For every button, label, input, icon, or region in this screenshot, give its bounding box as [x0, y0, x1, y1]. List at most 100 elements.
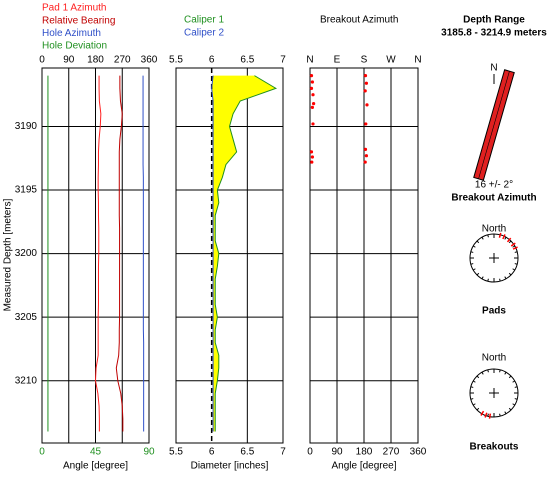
breakout-point	[309, 150, 314, 154]
compass-tick	[481, 276, 484, 280]
compass-tick	[487, 278, 489, 282]
y-tick-label: 3195	[15, 185, 38, 196]
legend-label: Pad 1 Azimuth	[42, 3, 106, 14]
compass-tick	[476, 375, 480, 379]
azimuth-label: 16 +/- 2°	[475, 180, 513, 191]
breakout-point	[364, 81, 368, 85]
y-tick-label: 3210	[15, 375, 38, 386]
breakout-point	[365, 103, 369, 107]
breakout-point	[310, 80, 314, 84]
breakout-point	[310, 105, 314, 110]
x2-tick-label: 45	[90, 447, 102, 458]
compass-tick	[487, 369, 489, 373]
summary-title: Depth Range	[463, 15, 525, 26]
compass-tick	[470, 251, 474, 253]
compass-tick	[481, 236, 484, 240]
direction-mark	[502, 234, 506, 240]
breakout-point	[309, 74, 314, 78]
legend-label: Caliper 2	[184, 28, 224, 39]
direction-mark	[484, 412, 488, 418]
summary-range: 3185.8 - 3214.9 meters	[441, 28, 547, 39]
north-label: N	[490, 63, 497, 74]
north-label: North	[482, 224, 506, 235]
compass-tick	[508, 407, 512, 411]
x2-tick-label: 180	[356, 447, 373, 458]
track-frame	[309, 67, 419, 444]
compass-tick	[499, 278, 501, 282]
compass-tick	[504, 276, 507, 280]
x2-tick-label: 7	[280, 447, 286, 458]
x2-tick-label: 90	[143, 447, 155, 458]
series-line	[115, 75, 124, 432]
x-tick-label: 0	[39, 55, 45, 66]
legend-label: Hole Azimuth	[42, 28, 101, 39]
x-tick-label: 360	[141, 55, 158, 66]
series-line	[94, 75, 102, 432]
y-axis-label: Measured Depth [meters]	[3, 198, 14, 311]
x-tick-label: E	[334, 55, 341, 66]
compass-tick	[472, 245, 476, 248]
x-tick-label: 180	[87, 55, 104, 66]
compass-tick	[514, 398, 518, 400]
compass-tick	[481, 371, 484, 375]
x-axis-label: Angle [degree]	[63, 461, 128, 472]
breakout-point	[309, 86, 314, 90]
direction-mark	[512, 246, 518, 250]
x2-tick-label: 6	[209, 447, 215, 458]
compass-tick	[499, 369, 501, 373]
breakout-point	[310, 160, 314, 164]
x2-tick-label: 6.5	[240, 447, 254, 458]
x-tick-label: 6	[209, 55, 215, 66]
breakout-point	[363, 74, 368, 78]
x2-tick-label: 270	[383, 447, 400, 458]
x-tick-label: S	[361, 55, 368, 66]
direction-mark	[480, 410, 485, 416]
legend-label: Hole Deviation	[42, 41, 107, 52]
x-axis-label: Diameter [inches]	[191, 461, 269, 472]
x-tick-label: 6.5	[240, 55, 254, 66]
compass-tick	[470, 398, 474, 400]
x-tick-label: 270	[114, 55, 131, 66]
direction-mark	[510, 242, 516, 247]
legend-label: Caliper 1	[184, 15, 224, 26]
breakout-point	[363, 160, 367, 164]
breakout-point	[364, 122, 368, 126]
track-frame	[41, 67, 150, 444]
compass-tick	[487, 234, 489, 238]
series-line	[142, 75, 145, 432]
track-title: Breakout Azimuth	[320, 15, 398, 26]
azimuth-title: Breakout Azimuth	[451, 193, 536, 204]
breakout-point	[312, 101, 316, 106]
compass-tick	[472, 403, 476, 406]
direction-mark	[498, 232, 502, 238]
direction-mark	[506, 237, 512, 243]
y-tick-label: 3205	[15, 312, 38, 323]
breakouts-label: Breakouts	[470, 442, 519, 453]
compass-tick	[470, 386, 474, 388]
series-line	[211, 75, 214, 432]
compass-tick	[508, 375, 512, 379]
x-tick-label: N	[414, 55, 421, 66]
compass-tick	[512, 268, 516, 271]
compass-tick	[487, 413, 489, 417]
compass-tick	[504, 236, 507, 240]
breakout-point	[311, 93, 315, 97]
compass-tick	[512, 245, 516, 248]
north-label: North	[482, 353, 506, 364]
x2-tick-label: 5.5	[169, 447, 183, 458]
series-line	[214, 75, 278, 432]
breakout-point	[310, 155, 314, 159]
breakout-point	[311, 122, 315, 126]
y-tick-label: 3200	[15, 248, 38, 259]
caliper-fill	[211, 75, 276, 432]
legend-label: Relative Bearing	[42, 15, 115, 26]
breakout-point	[363, 89, 367, 93]
x-tick-label: N	[306, 55, 313, 66]
compass-tick	[472, 380, 476, 383]
direction-mark	[488, 413, 492, 419]
x-tick-label: W	[386, 55, 396, 66]
compass-tick	[470, 263, 474, 265]
compass-tick	[512, 403, 516, 406]
y-tick-label: 3190	[15, 121, 38, 132]
compass-tick	[512, 380, 516, 383]
